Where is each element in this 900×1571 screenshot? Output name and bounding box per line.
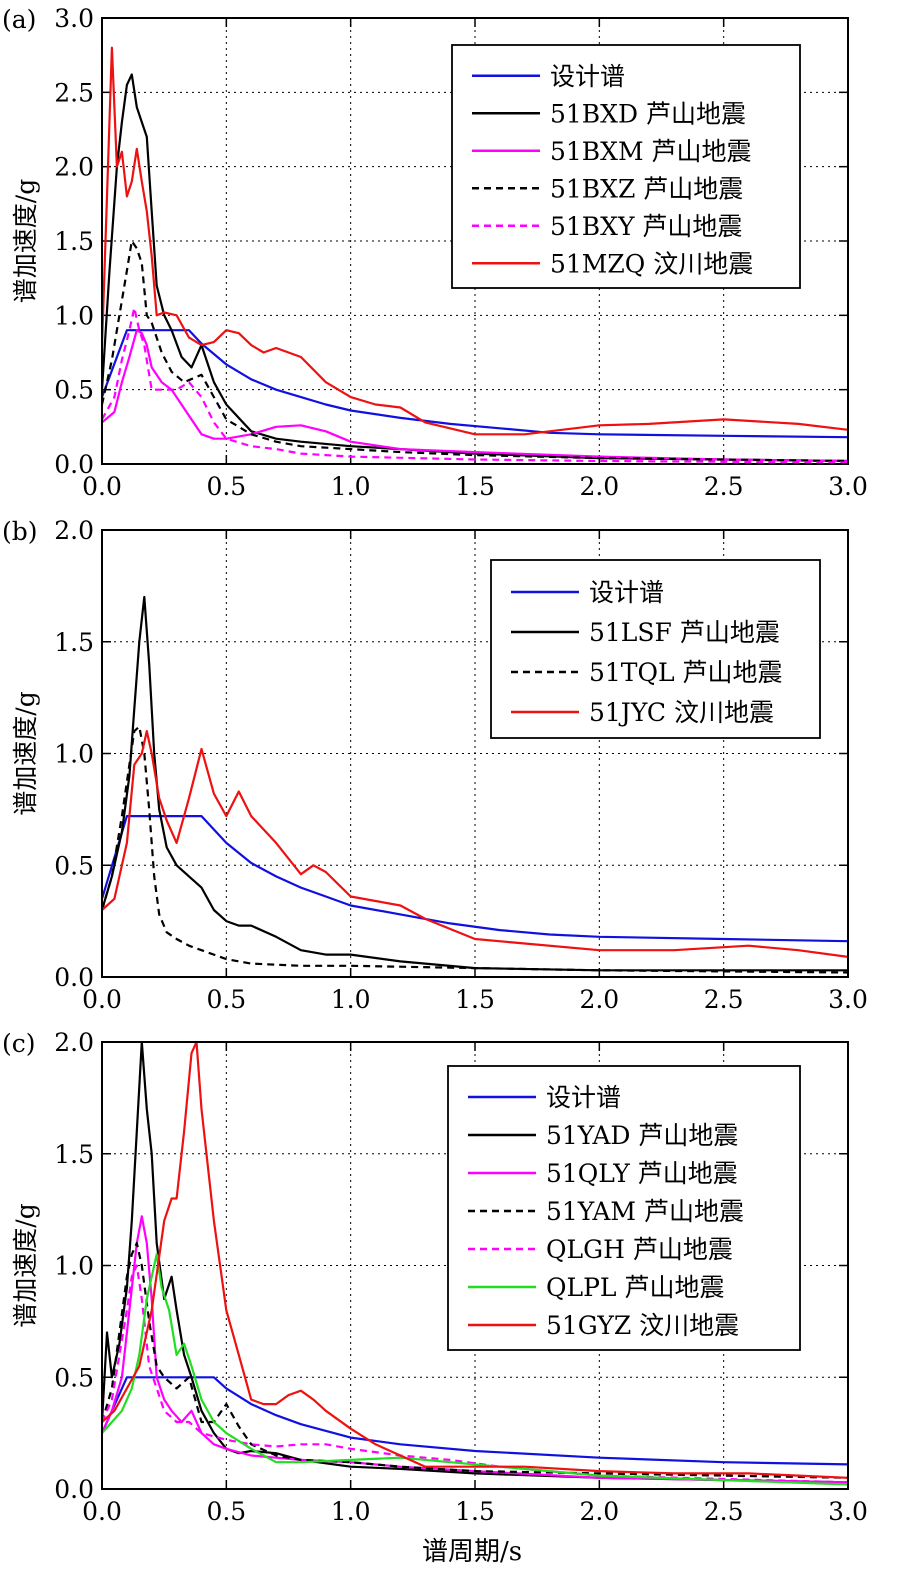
y-tick-label: 0.0 [54,963,94,992]
series-line [102,73,848,463]
legend-box [451,44,801,289]
y-tick-label: 3.0 [54,4,94,33]
series-line [102,239,848,463]
x-tick-label: 1.5 [455,472,495,501]
legend-entry: 51MZQ 汶川地震 [550,249,753,278]
series-line [102,329,848,439]
x-axis-label: 谱周期/s [422,1537,522,1567]
y-tick-label: 1.5 [54,227,94,256]
y-tick-label: 2.0 [54,516,94,545]
series-line [102,1042,848,1484]
x-tick-label: 2.0 [579,1497,619,1526]
x-tick-label: 2.0 [579,472,619,501]
y-tick-label: 1.0 [54,301,94,330]
y-tick-label: 0.5 [54,376,94,405]
y-tick-label: 1.0 [54,1252,94,1281]
panel-c: 0.0 0.5 1.0 1.5 2.0 2.5 3.0 0.0 0.5 1.0 1.5 2.0 谱加速度… [2,1028,868,1526]
legend-entry: 51YAM 芦山地震 [546,1197,744,1226]
legend-box [490,559,821,739]
series-group [102,595,848,974]
x-tick-label: 0.5 [206,472,246,501]
x-tick-label: 0.0 [82,1497,122,1526]
series-line [102,1264,848,1484]
y-tick-label: 0.5 [54,851,94,880]
legend-entry: 51BXZ 芦山地震 [550,174,743,203]
y-axis-label: 谱加速度/g [11,179,40,303]
x-tick-label: 1.0 [331,472,371,501]
y-axis-label: 谱加速度/g [11,1203,40,1327]
legend-entry: QLGH 芦山地震 [546,1235,733,1264]
x-tick-label: 0.5 [206,1497,246,1526]
x-tick-label: 3.0 [828,472,868,501]
y-tick-label: 1.0 [54,740,94,769]
x-tick-label: 1.0 [331,1497,371,1526]
series-line [102,46,848,436]
series-line [102,729,848,958]
x-tick-label: 0.0 [82,472,122,501]
series-line [102,329,848,463]
y-tick-label: 2.0 [54,153,94,182]
series-line [102,1376,848,1466]
y-tick-label: 1.5 [54,628,94,657]
panel-label: (a) [2,5,36,34]
series-group [102,1042,848,1486]
x-tick-label: 1.5 [455,985,495,1014]
legend-entry: 51JYC 汶川地震 [589,698,774,727]
legend-box [447,1065,801,1351]
legend-entry: 设计谱 [589,578,664,607]
panel-label: (c) [2,1029,36,1058]
plot-frame [101,17,849,465]
series-group [102,46,848,464]
series-line [102,725,848,974]
y-tick-label: 0.0 [54,450,94,479]
legend-entry: 51BXM 芦山地震 [550,137,752,166]
x-tick-label: 2.5 [704,985,744,1014]
series-line [102,814,848,943]
x-tick-label: 0.5 [206,985,246,1014]
legend-entry: 51YAD 芦山地震 [546,1121,738,1150]
series-line [102,1242,848,1479]
y-tick-label: 0.0 [54,1475,94,1504]
legend-entry: 设计谱 [546,1083,621,1112]
legend-entry: 51BXD 芦山地震 [550,99,746,128]
panel-b: 0.0 0.5 1.0 1.5 2.0 2.5 3.0 0.0 0.5 1.0 1.5 2.0 谱加速度… [2,516,868,1014]
legend-entry: 51TQL 芦山地震 [589,658,783,687]
series-line [102,1253,848,1486]
x-tick-label: 2.5 [704,472,744,501]
y-tick-label: 2.5 [54,78,94,107]
x-tick-label: 3.0 [828,1497,868,1526]
legend-entry: QLPL 芦山地震 [546,1273,724,1302]
legend-entry: 51GYZ 汶川地震 [546,1311,739,1340]
x-tick-label: 3.0 [828,985,868,1014]
legend-entry: 51QLY 芦山地震 [546,1159,738,1188]
legend-entry: 51LSF 芦山地震 [589,618,780,647]
series-line [102,595,848,972]
legend-entry: 51BXY 芦山地震 [550,212,742,241]
series-line [102,306,848,464]
x-tick-label: 2.5 [704,1497,744,1526]
y-tick-label: 1.5 [54,1140,94,1169]
x-tick-label: 1.0 [331,985,371,1014]
plot-frame [101,1041,849,1490]
x-tick-label: 0.0 [82,985,122,1014]
y-axis-label: 谱加速度/g [11,691,40,815]
x-tick-label: 2.0 [579,985,619,1014]
y-tick-label: 2.0 [54,1028,94,1057]
y-tick-label: 0.5 [54,1363,94,1392]
legend-entry: 设计谱 [550,62,625,91]
panel-label: (b) [2,517,38,546]
series-line [102,1042,848,1479]
panel-a: 0.0 0.5 1.0 1.5 2.0 2.5 3.0 0.0 0.5 1.0 1.5 2.0 2.5 3… [2,4,868,501]
plot-frame [101,529,849,978]
x-tick-label: 1.5 [455,1497,495,1526]
